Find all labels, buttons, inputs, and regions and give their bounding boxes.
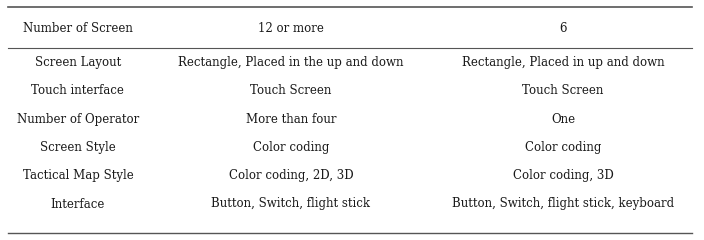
- Text: Number of Screen: Number of Screen: [23, 22, 133, 35]
- Text: Screen Style: Screen Style: [40, 141, 115, 154]
- Text: One: One: [551, 113, 575, 126]
- Text: Color coding, 3D: Color coding, 3D: [513, 169, 614, 182]
- Text: Interface: Interface: [51, 198, 105, 210]
- Text: Button, Switch, flight stick, keyboard: Button, Switch, flight stick, keyboard: [452, 198, 674, 210]
- Text: 12 or more: 12 or more: [258, 22, 324, 35]
- Text: Touch Screen: Touch Screen: [522, 84, 604, 97]
- Text: Color coding, 2D, 3D: Color coding, 2D, 3D: [229, 169, 353, 182]
- Text: Rectangle, Placed in up and down: Rectangle, Placed in up and down: [462, 56, 665, 69]
- Text: Touch interface: Touch interface: [32, 84, 125, 97]
- Text: 6: 6: [560, 22, 567, 35]
- Text: Rectangle, Placed in the up and down: Rectangle, Placed in the up and down: [178, 56, 403, 69]
- Text: Button, Switch, flight stick: Button, Switch, flight stick: [211, 198, 370, 210]
- Text: More than four: More than four: [246, 113, 336, 126]
- Text: Color coding: Color coding: [253, 141, 329, 154]
- Text: Color coding: Color coding: [525, 141, 601, 154]
- Text: Screen Layout: Screen Layout: [34, 56, 121, 69]
- Text: Tactical Map Style: Tactical Map Style: [23, 169, 133, 182]
- Text: Number of Operator: Number of Operator: [17, 113, 139, 126]
- Text: Touch Screen: Touch Screen: [250, 84, 332, 97]
